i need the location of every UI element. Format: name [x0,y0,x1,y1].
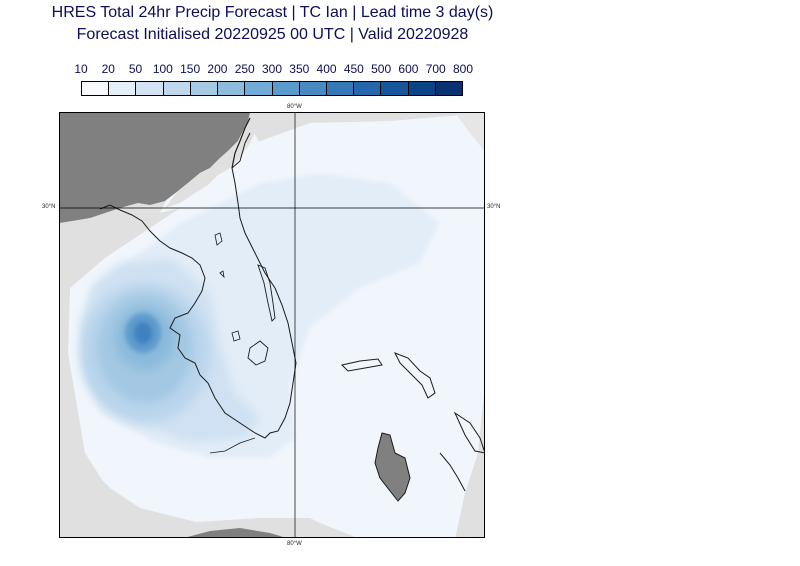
lon-label-bottom: 80°W [287,541,302,547]
colorbar-level-label: 20 [102,62,115,76]
colorbar-level-label: 350 [289,62,309,76]
colorbar-swatch-1 [109,82,136,95]
colorbar-swatch-9 [327,82,354,95]
colorbar-swatch-7 [273,82,300,95]
colorbar-level-label: 150 [180,62,200,76]
colorbar-swatch-12 [409,82,436,95]
map-frame [59,112,485,538]
colorbar-swatch-2 [136,82,163,95]
colorbar-level-label: 450 [344,62,364,76]
colorbar-swatch-6 [245,82,272,95]
precip-field-300 [134,322,152,344]
colorbar-level-label: 400 [317,62,337,76]
colorbar-legend: 10 20 50 100 150 200 250 300 350 400 450 500 600 700 8… [70,62,470,102]
colorbar-swatch-5 [218,82,245,95]
colorbar-swatch-3 [164,82,191,95]
colorbar-swatch-0 [82,82,109,95]
colorbar-level-label: 50 [129,62,142,76]
colorbar-level-label: 300 [262,62,282,76]
colorbar-swatch-13 [436,82,462,95]
colorbar-swatch-11 [381,82,408,95]
precip-map [60,113,485,538]
colorbar-swatch-4 [191,82,218,95]
colorbar-level-label: 700 [426,62,446,76]
colorbar-level-label: 10 [74,62,87,76]
lat-label-left: 30°N [42,204,55,210]
colorbar-level-label: 500 [371,62,391,76]
lat-label-right: 30°N [487,204,500,210]
colorbar-level-label: 800 [453,62,473,76]
colorbar-level-label: 600 [398,62,418,76]
colorbar-swatches [81,81,463,96]
colorbar-level-label: 250 [235,62,255,76]
colorbar-level-label: 100 [153,62,173,76]
colorbar-level-label: 200 [207,62,227,76]
map-subtitle: Forecast Initialised 20220925 00 UTC | V… [0,26,545,44]
map-title: HRES Total 24hr Precip Forecast | TC Ian… [0,4,545,22]
lon-label-top: 80°W [287,104,302,110]
colorbar-swatch-10 [354,82,381,95]
colorbar-swatch-8 [300,82,327,95]
